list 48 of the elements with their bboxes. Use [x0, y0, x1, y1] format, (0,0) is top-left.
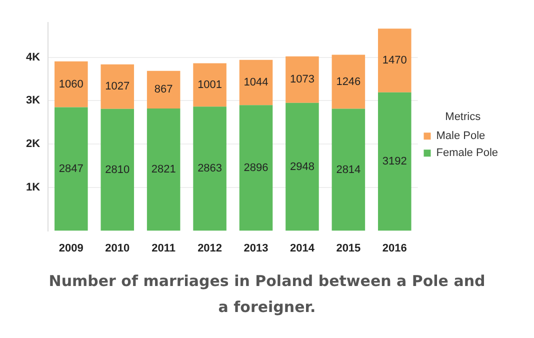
data-label: 1470	[382, 54, 407, 66]
bar	[332, 108, 366, 231]
data-label: 1060	[58, 78, 84, 90]
x-tick-label: 2013	[244, 242, 268, 254]
bar	[239, 105, 273, 231]
x-tick-label: 2012	[198, 242, 222, 254]
data-label: 2863	[198, 162, 222, 175]
legend-title: Metrics	[445, 110, 482, 123]
data-label: 2847	[58, 163, 84, 176]
bar	[286, 56, 319, 103]
data-label: 2814	[336, 164, 361, 176]
y-tick-label: 1K	[26, 181, 40, 194]
bar	[193, 106, 226, 231]
bar	[100, 108, 134, 231]
text: Number of marriages in Poland between a Pole and a foreigner.	[48, 271, 486, 318]
legend-label: Female Pole	[436, 147, 498, 160]
y-tick-label: 2K	[26, 138, 40, 150]
data-label: 2948	[290, 160, 314, 173]
data-label: 867	[154, 84, 173, 96]
bar	[239, 60, 273, 106]
legend-label: Male Pole	[436, 130, 486, 142]
bar	[146, 70, 180, 108]
bar	[193, 63, 226, 107]
x-tick-label: 2010	[105, 242, 130, 254]
bar	[54, 107, 88, 231]
data-label: 1246	[336, 76, 361, 88]
data-label: 1001	[198, 78, 222, 91]
y-tick-label: 3K	[26, 94, 40, 107]
bar	[54, 61, 88, 108]
x-tick-label: 2014	[290, 242, 316, 254]
data-label: 1044	[244, 76, 268, 89]
bar	[100, 64, 134, 109]
bar	[332, 54, 366, 109]
data-label: 1073	[290, 74, 314, 86]
x-tick-label: 2015	[336, 242, 361, 254]
data-label: 2896	[244, 162, 268, 174]
data-label: 2810	[105, 164, 130, 176]
bar	[378, 92, 412, 231]
data-label: 2821	[151, 164, 176, 176]
bar	[146, 108, 180, 231]
bar	[378, 28, 412, 92]
bar	[286, 102, 319, 231]
data-label: 1027	[105, 80, 130, 93]
data-label: 3192	[382, 156, 407, 168]
y-tick-label: 4K	[26, 51, 40, 64]
x-tick-label: 2011	[152, 242, 176, 254]
x-tick-label: 2009	[58, 242, 84, 254]
x-tick-label: 2016	[382, 242, 407, 254]
